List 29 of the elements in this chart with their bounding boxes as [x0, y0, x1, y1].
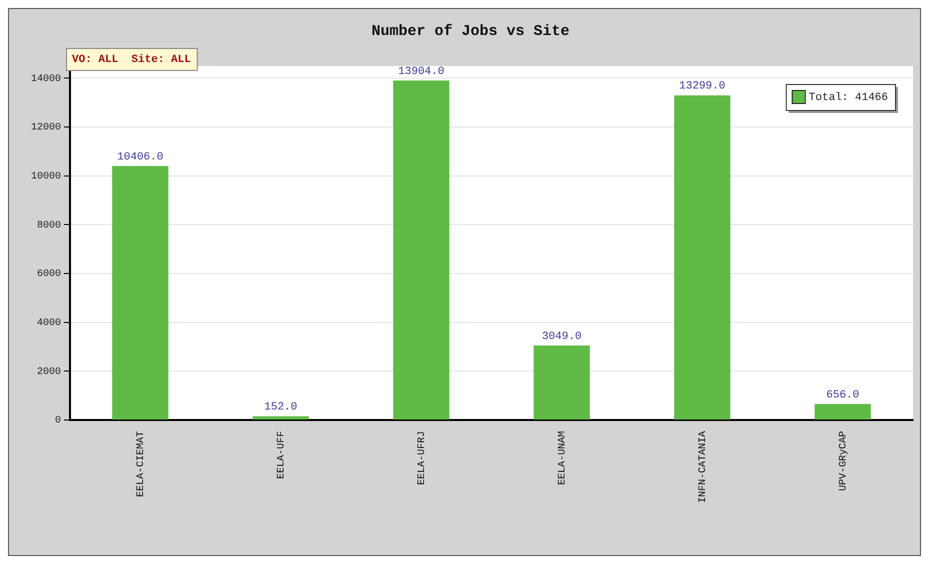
legend-label: Total: 41466 [808, 92, 888, 104]
y-tick-label: 10000 [30, 172, 62, 182]
data-label: 13904.0 [398, 66, 444, 78]
data-label: 13299.0 [679, 80, 726, 93]
x-tick-label: EELA-UFRJ [416, 430, 428, 486]
y-tick-label: 0 [54, 416, 62, 427]
bar [393, 80, 450, 420]
x-tick-label: INFN-CATANIA [698, 430, 709, 504]
text: VO: ALL Site: ALL [72, 54, 192, 66]
x-tick-label: EELA-UFF [276, 430, 288, 480]
data-label: 656.0 [826, 389, 860, 402]
data-label: 10406.0 [117, 151, 164, 164]
data-label: 3049.0 [542, 330, 582, 343]
bar [112, 166, 168, 420]
y-tick-label: 12000 [30, 122, 62, 134]
y-tick-label: 2000 [36, 366, 62, 378]
y-tick-label: 14000 [30, 74, 62, 85]
bar [534, 346, 590, 420]
bar [674, 95, 730, 420]
data-label: 152.0 [264, 402, 298, 414]
y-tick-label: 6000 [36, 269, 62, 280]
y-tick-label: 8000 [36, 220, 62, 232]
x-tick-label: EELA-UNAM [557, 430, 568, 486]
x-tick-label: EELA-CIEMAT [136, 430, 147, 498]
chart-title: Number of Jobs vs Site [371, 22, 570, 40]
bar [814, 404, 871, 420]
x-tick-label: UPV-GRyCAP [838, 430, 850, 492]
bar [252, 416, 309, 420]
y-tick-label: 4000 [36, 318, 62, 329]
